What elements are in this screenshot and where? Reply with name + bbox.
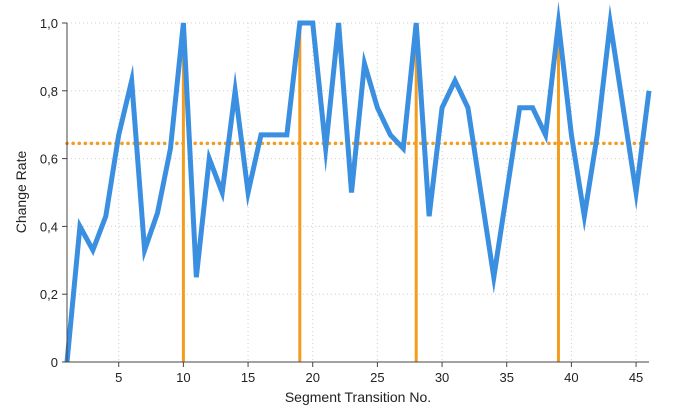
x-tick-label: 35 bbox=[499, 370, 513, 385]
x-tick-label: 5 bbox=[115, 370, 122, 385]
y-tick-labels: 0 0,2 0,4 0,6 0,8 1,0 bbox=[40, 16, 67, 370]
y-tick-label: 1,0 bbox=[40, 16, 58, 31]
x-tick-labels: 5 10 15 20 25 30 35 40 45 bbox=[115, 362, 643, 385]
series-group bbox=[64, 1, 652, 363]
y-tick-label: 0,6 bbox=[40, 152, 58, 167]
x-tick-label: 10 bbox=[176, 370, 190, 385]
x-tick-label: 20 bbox=[305, 370, 319, 385]
y-tick-label: 0 bbox=[51, 355, 58, 370]
y-tick-label: 0,4 bbox=[40, 219, 58, 234]
x-tick-label: 45 bbox=[629, 370, 643, 385]
y-tick-label: 0,2 bbox=[40, 287, 58, 302]
x-tick-label: 25 bbox=[370, 370, 384, 385]
y-tick-label: 0,8 bbox=[40, 84, 58, 99]
vertical-markers bbox=[181, 23, 560, 362]
series-line bbox=[64, 1, 652, 363]
x-axis-label: Segment Transition No. bbox=[285, 389, 431, 405]
axes bbox=[66, 23, 649, 363]
x-tick-label: 30 bbox=[435, 370, 449, 385]
y-axis-label: Change Rate bbox=[13, 151, 29, 234]
x-tick-label: 40 bbox=[564, 370, 578, 385]
x-tick-label: 15 bbox=[241, 370, 255, 385]
